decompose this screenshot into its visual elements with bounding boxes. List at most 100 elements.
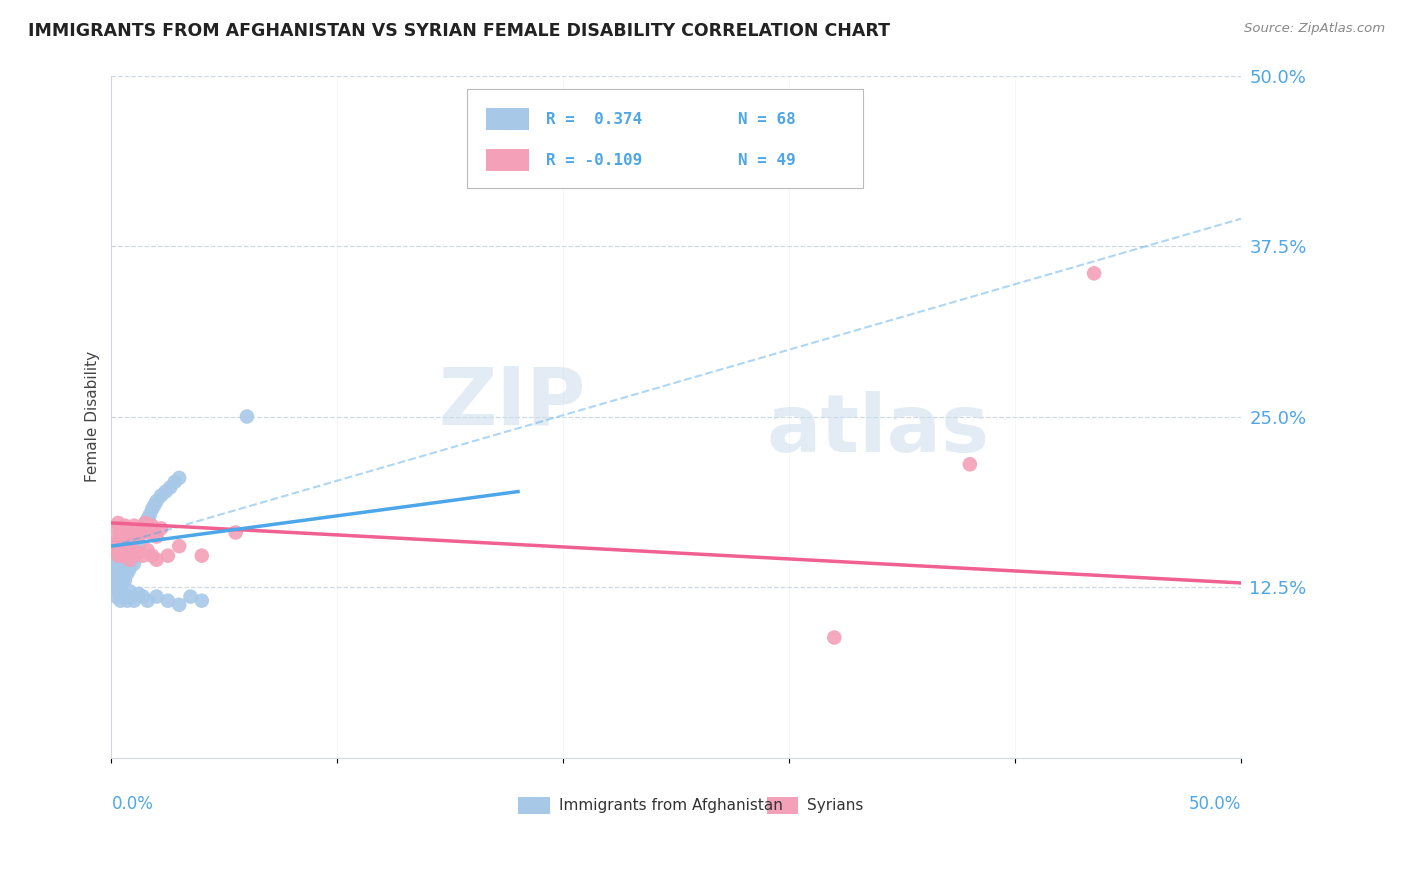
Y-axis label: Female Disability: Female Disability [86,351,100,482]
Point [132,590,155,604]
Point [114,573,136,587]
Point [122,518,145,533]
Point [103,562,125,576]
Point [139,525,162,540]
Text: R =  0.374: R = 0.374 [547,112,643,127]
Text: N = 68: N = 68 [738,112,796,127]
Point [136,521,159,535]
Text: Syrians: Syrians [807,797,863,813]
Point [136,512,159,526]
Point [115,546,138,560]
Point [121,530,143,544]
Point [111,543,134,558]
Point [191,549,214,563]
Point [167,598,190,612]
Point [107,546,129,560]
Point [104,576,127,591]
Point [118,549,141,563]
Point [104,521,127,535]
Point [236,409,259,424]
Point [107,573,129,587]
Point [110,566,132,581]
Text: IMMIGRANTS FROM AFGHANISTAN VS SYRIAN FEMALE DISABILITY CORRELATION CHART: IMMIGRANTS FROM AFGHANISTAN VS SYRIAN FE… [28,22,890,40]
Point [128,530,150,544]
Point [132,525,155,540]
Point [118,553,141,567]
Point [107,549,129,563]
Point [122,549,145,563]
Point [167,539,190,553]
Point [1083,266,1105,280]
Text: 0.0%: 0.0% [111,795,153,814]
Point [145,590,167,604]
Text: 50.0%: 50.0% [1188,795,1241,814]
Point [121,553,143,567]
Point [114,553,136,567]
Point [155,484,177,499]
Point [128,530,150,544]
Point [114,518,136,533]
Point [167,471,190,485]
Point [145,553,167,567]
Point [122,557,145,571]
Point [115,521,138,535]
Point [115,546,138,560]
Point [118,584,141,599]
Point [107,557,129,571]
Point [114,533,136,547]
Point [107,535,129,549]
Point [179,590,201,604]
Point [111,562,134,576]
Point [103,573,125,587]
Point [143,525,166,540]
Point [129,525,152,540]
Point [134,516,156,530]
Point [114,590,136,604]
Point [163,475,186,489]
Point [122,593,145,607]
Text: atlas: atlas [766,392,990,469]
Text: R = -0.109: R = -0.109 [547,153,643,168]
Point [115,593,138,607]
Point [145,530,167,544]
Point [121,543,143,558]
Point [150,489,173,503]
Point [122,535,145,549]
Point [125,533,148,547]
Point [115,557,138,571]
Point [128,546,150,560]
Point [823,631,845,645]
Point [145,494,167,508]
Point [114,539,136,553]
Point [104,566,127,581]
Point [110,593,132,607]
Point [959,457,981,471]
Point [104,549,127,563]
Point [141,502,163,516]
Point [104,543,127,558]
Text: ZIP: ZIP [439,364,586,442]
Point [136,593,159,607]
Point [141,549,163,563]
Point [156,593,179,607]
Point [121,543,143,558]
Point [107,516,129,530]
Point [134,516,156,530]
Point [114,562,136,576]
Point [110,539,132,553]
Point [118,525,141,540]
Point [139,508,162,522]
Text: Source: ZipAtlas.com: Source: ZipAtlas.com [1244,22,1385,36]
Point [118,557,141,571]
Point [191,593,214,607]
Point [125,525,148,540]
Point [110,539,132,553]
Point [122,546,145,560]
FancyBboxPatch shape [486,108,529,130]
Point [118,539,141,553]
FancyBboxPatch shape [766,797,799,814]
Text: N = 49: N = 49 [738,153,796,168]
Point [111,549,134,563]
Point [104,557,127,571]
Point [103,535,125,549]
